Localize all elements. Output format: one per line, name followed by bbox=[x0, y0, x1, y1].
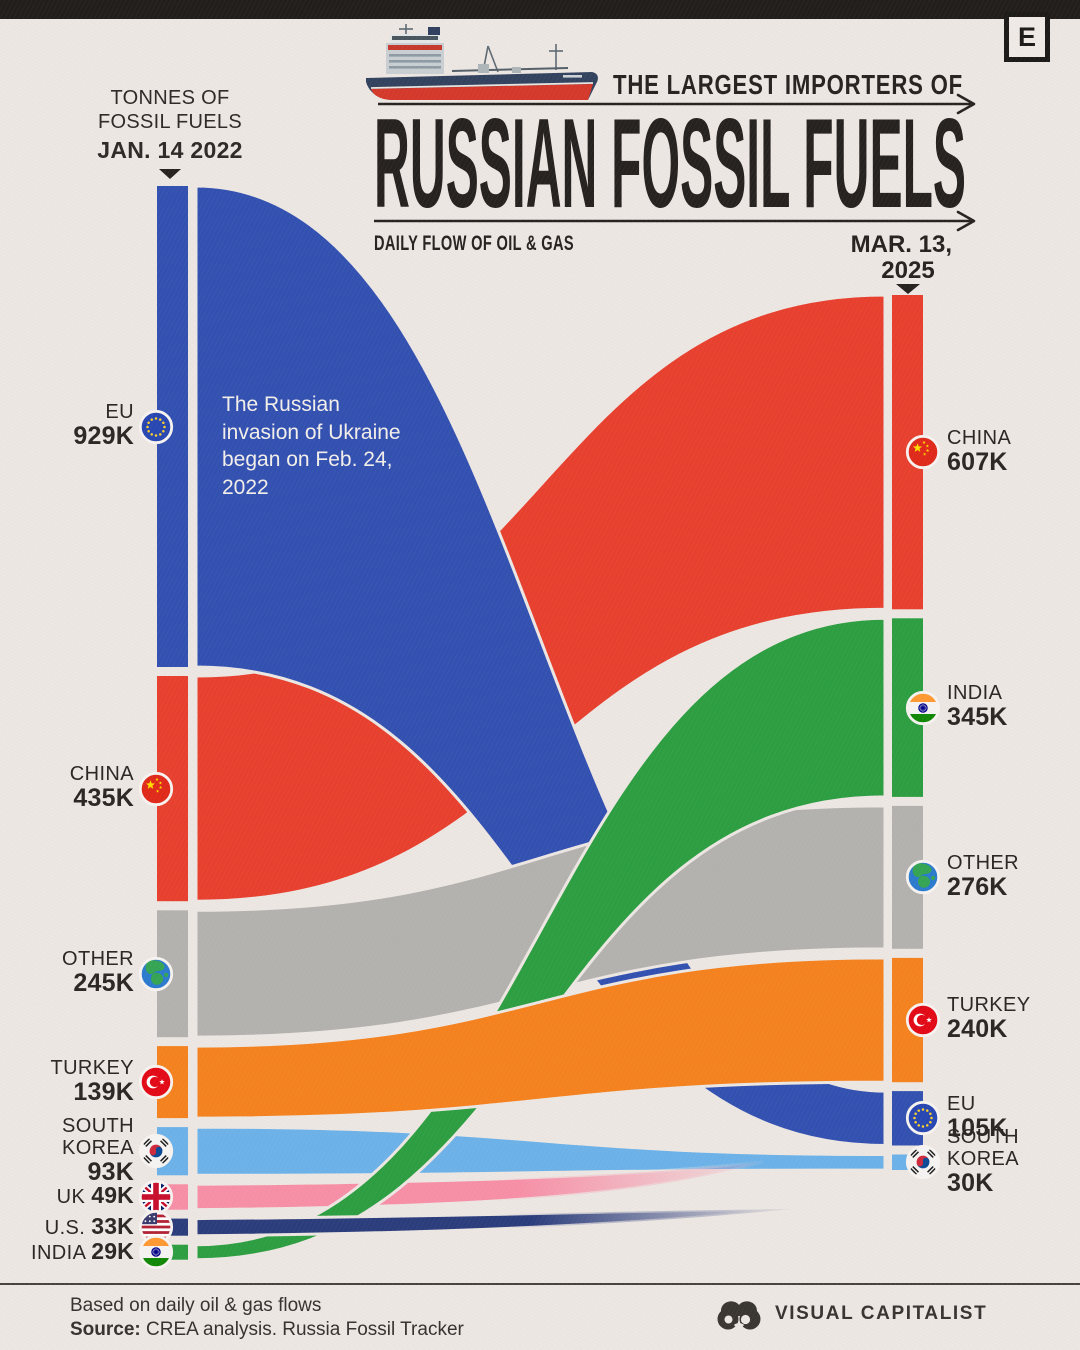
node-flag-india-2022 bbox=[138, 1234, 174, 1270]
node-label-us-2022: U.S. 33K bbox=[44, 1212, 134, 1239]
kicker-text: THE LARGEST IMPORTERS OF bbox=[613, 69, 963, 100]
flow-uk bbox=[194, 1160, 764, 1212]
node-flag-south-korea-2025 bbox=[905, 1144, 941, 1180]
timeline-arrow-bottom bbox=[374, 210, 976, 232]
flow-other bbox=[194, 804, 887, 1039]
left-date-pointer bbox=[159, 169, 181, 179]
node-flag-other-2022 bbox=[138, 956, 174, 992]
top-black-bar bbox=[0, 0, 1080, 19]
ship-illustration bbox=[366, 24, 598, 100]
node-flag-uk-2022 bbox=[138, 1179, 174, 1215]
flag-uk-icon bbox=[138, 1179, 174, 1215]
invasion-annotation: The Russian invasion of Ukraine began on… bbox=[222, 393, 401, 499]
subtitle-text: DAILY FLOW OF OIL & GAS bbox=[374, 231, 574, 255]
timeline-arrow-top bbox=[378, 93, 976, 115]
node-flag-china-2025 bbox=[905, 434, 941, 470]
corner-letter-box: E bbox=[1004, 12, 1050, 62]
left-axis-heading: TONNES OF FOSSIL FUELS JAN. 14 2022 bbox=[95, 86, 245, 179]
node-flag-india-2025 bbox=[905, 690, 941, 726]
footer-divider bbox=[0, 1283, 1080, 1285]
node-label-other-2025: OTHER 276K bbox=[947, 851, 1019, 901]
node-label-india-2022: INDIA 29K bbox=[30, 1237, 134, 1264]
node-label-china-2025: CHINA 607K bbox=[947, 426, 1012, 476]
footer-source-text: CREA analysis. Russia Fossil Tracker bbox=[140, 1319, 464, 1340]
node-flag-south-korea-2022 bbox=[138, 1133, 174, 1169]
visual-capitalist-logo-icon bbox=[717, 1301, 761, 1330]
flag-china-icon bbox=[905, 435, 941, 470]
corner-letter: E bbox=[1017, 21, 1036, 52]
flow-us bbox=[194, 1207, 794, 1238]
node-label-other-2022: OTHER 245K bbox=[62, 948, 134, 998]
flow-turkey bbox=[194, 956, 887, 1120]
node-label-south-korea-2022: SOUTH KOREA 93K bbox=[61, 1114, 134, 1186]
node-label-china-2022: CHINA 435K bbox=[69, 763, 134, 813]
node-label-eu-2025: EU 105K bbox=[947, 1092, 1008, 1142]
globe-icon bbox=[138, 956, 174, 991]
flag-turkey-icon bbox=[138, 1065, 174, 1100]
footer-source: Source: CREA analysis. Russia Fossil Tra… bbox=[70, 1318, 464, 1342]
flag-india-icon bbox=[905, 690, 941, 725]
node-label-india-2025: INDIA 345K bbox=[947, 682, 1008, 732]
right-date-pointer bbox=[896, 284, 920, 294]
flag-eu-icon bbox=[905, 1101, 941, 1136]
flag-india-icon bbox=[138, 1235, 174, 1270]
left-axis-date: JAN. 14 2022 bbox=[97, 137, 243, 163]
left-axis-line1: TONNES OF bbox=[110, 87, 230, 109]
node-label-eu-2022: EU 929K bbox=[73, 401, 134, 451]
node-flag-china-2022 bbox=[138, 771, 174, 807]
node-flag-eu-2025 bbox=[905, 1100, 941, 1136]
node-label-uk-2022: UK 49K bbox=[56, 1182, 134, 1209]
flag-south-korea-icon bbox=[905, 1145, 941, 1180]
footer-source-label: Source: bbox=[70, 1319, 141, 1340]
node-flag-turkey-2022 bbox=[138, 1064, 174, 1100]
brand-lockup: VISUAL CAPITALIST bbox=[716, 1296, 987, 1332]
node-label-turkey-2025: TURKEY 240K bbox=[947, 994, 1031, 1044]
node-flag-other-2025 bbox=[905, 859, 941, 895]
right-date-line1: MAR. 13, bbox=[851, 231, 952, 258]
node-flag-eu-2022 bbox=[138, 409, 174, 445]
left-axis-line2: FOSSIL FUELS bbox=[97, 111, 242, 133]
globe-icon bbox=[905, 860, 941, 895]
flag-eu-icon bbox=[138, 409, 174, 444]
brand-name: VISUAL CAPITALIST bbox=[775, 1303, 988, 1324]
main-title: RUSSIAN FOSSIL FUELS bbox=[374, 94, 966, 235]
node-flag-turkey-2025 bbox=[905, 1002, 941, 1038]
flag-south-korea-icon bbox=[138, 1134, 174, 1169]
node-label-south-korea-2025: SOUTH KOREA 30K bbox=[947, 1125, 1020, 1197]
footer-note-block: Based on daily oil & gas flows Source: C… bbox=[70, 1294, 464, 1342]
header-graphic: THE LARGEST IMPORTERS OF RUSSIAN FOSSIL … bbox=[374, 69, 976, 294]
footer-note: Based on daily oil & gas flows bbox=[70, 1295, 322, 1316]
flag-china-icon bbox=[138, 771, 174, 806]
flow-eu bbox=[194, 184, 887, 1147]
node-label-turkey-2022: TURKEY 139K bbox=[50, 1056, 134, 1106]
flag-turkey-icon bbox=[905, 1002, 941, 1038]
right-date-line2: 2025 bbox=[881, 257, 934, 284]
